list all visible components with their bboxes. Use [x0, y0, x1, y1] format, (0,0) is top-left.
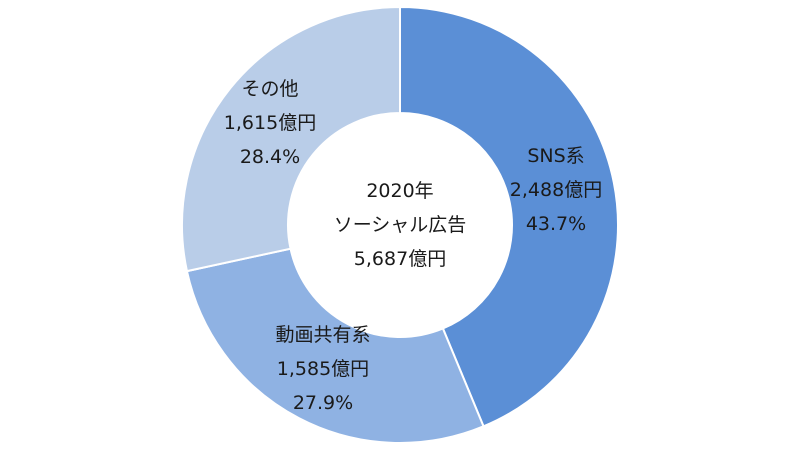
slice-label-sns: SNS系 2,488億円 43.7% [510, 139, 602, 241]
slice-name: その他 [241, 78, 299, 100]
slice-percent: 27.9% [292, 392, 354, 414]
slice-label-video: 動画共有系 1,585億円 27.9% [275, 318, 370, 420]
slice-percent: 43.7% [525, 213, 587, 235]
slice-sns [399, 5, 620, 428]
center-year: 2020年 [366, 180, 434, 202]
center-label: 2020年 ソーシャル広告 5,687億円 [334, 174, 467, 276]
slice-percent: 28.4% [239, 146, 301, 168]
slice-value: 2,488億円 [509, 179, 603, 201]
slice-value: 1,615億円 [223, 112, 317, 134]
slice-value: 1,585億円 [276, 358, 370, 380]
center-title: ソーシャル広告 [333, 214, 467, 236]
slice-label-other: その他 1,615億円 28.4% [224, 72, 316, 174]
center-total: 5,687億円 [353, 248, 447, 270]
slice-video-sharing [185, 247, 485, 444]
slice-name: SNS系 [527, 145, 585, 167]
slice-name: 動画共有系 [275, 324, 371, 346]
slice-other [181, 5, 401, 273]
